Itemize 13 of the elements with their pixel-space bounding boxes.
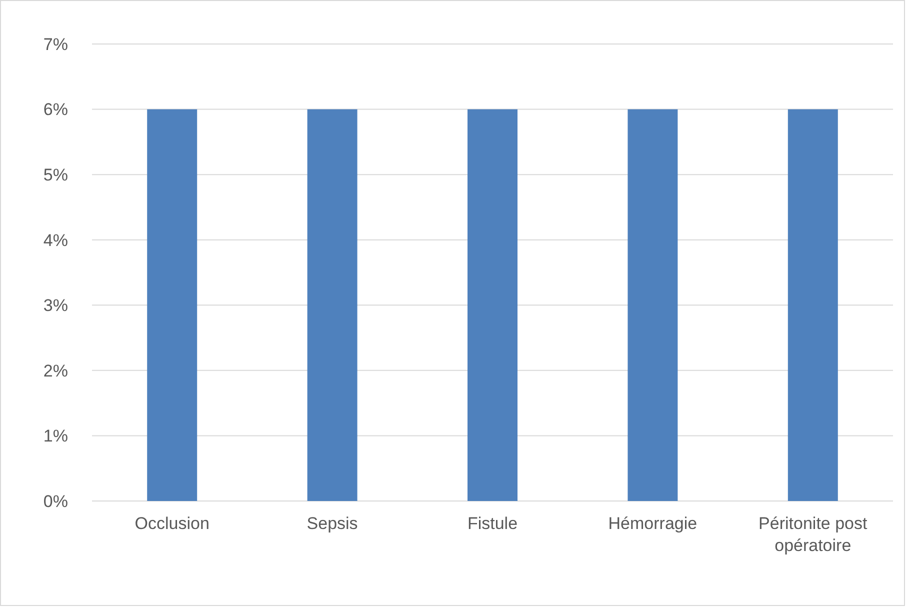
y-tick-label: 2% (43, 361, 68, 380)
y-tick-label: 0% (43, 492, 68, 511)
x-tick-label: Péritonite post opératoire (758, 514, 868, 555)
y-tick-label: 7% (43, 34, 68, 54)
y-tick-label: 6% (43, 100, 68, 120)
y-tick-label: 5% (43, 166, 68, 185)
y-tick-label: 1% (43, 426, 68, 446)
x-tick-label: Hémorragie (608, 514, 698, 533)
x-tick-label: Sepsis (306, 514, 358, 533)
y-tick-label: 4% (43, 230, 68, 250)
x-tick-label: Occlusion (134, 514, 210, 533)
y-tick-label: 3% (43, 296, 68, 316)
x-tick-label: Fistule (467, 514, 518, 533)
